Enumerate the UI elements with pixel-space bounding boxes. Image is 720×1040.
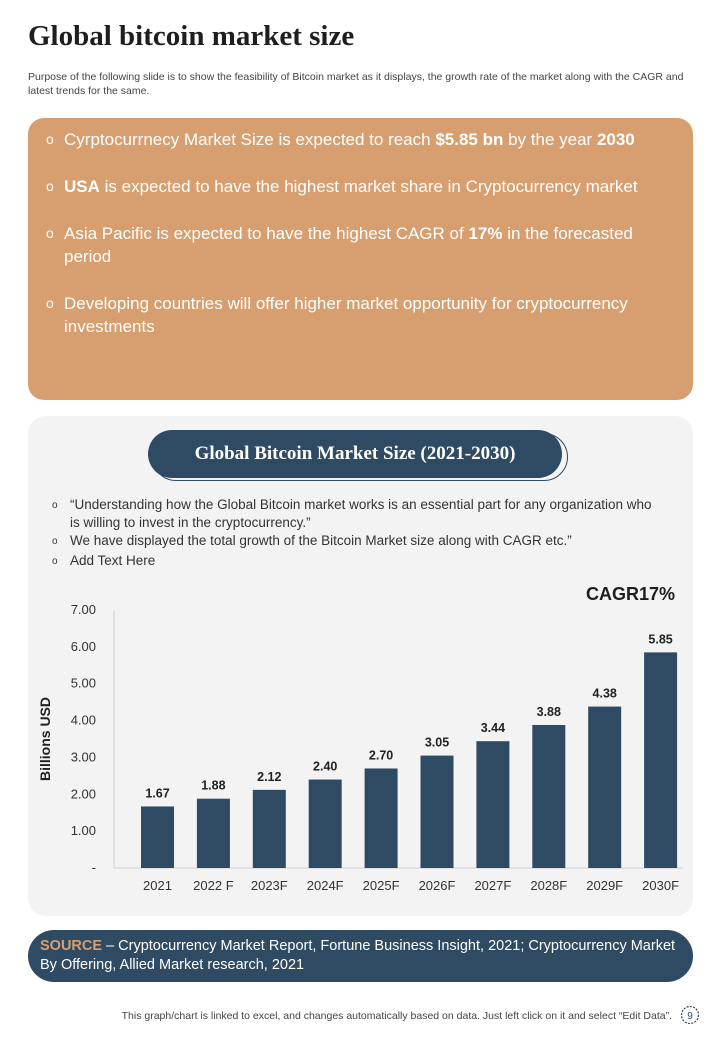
page-number: 9 (687, 1011, 693, 1022)
bar-value-label: 3.88 (537, 705, 561, 719)
x-tick-label: 2024F (307, 878, 344, 893)
bar-value-label: 2.70 (369, 748, 393, 762)
bar (308, 779, 342, 868)
y-tick-label: 6.00 (71, 639, 96, 654)
highlight-item: o Asia Pacific is expected to have the h… (46, 224, 633, 266)
footer-note: This graph/chart is linked to excel, and… (121, 1010, 672, 1022)
note-item: o Add Text Here (52, 552, 652, 572)
y-tick-label: 1.00 (71, 823, 96, 838)
y-tick-label: - (92, 860, 96, 875)
circle-bullet-icon: o (52, 500, 58, 511)
bar (588, 706, 622, 868)
y-tick-label: 5.00 (71, 676, 96, 691)
x-tick-label: 2028F (530, 878, 567, 893)
x-tick-label: 2022 F (193, 878, 234, 893)
y-tick-label: 7.00 (71, 602, 96, 617)
bar (476, 741, 510, 868)
bar-value-label: 5.85 (648, 632, 672, 646)
bar-chart[interactable]: - 1.00 2.00 3.00 4.00 5.00 6.00 7.00 Billions US… (28, 590, 693, 900)
bar (196, 798, 230, 868)
circle-bullet-icon: o (52, 536, 58, 547)
bar (420, 755, 454, 868)
source-banner: SOURCE – Cryptocurrency Market Report, F… (28, 930, 693, 982)
chart-notes: o “Understanding how the Global Bitcoin … (52, 496, 652, 572)
page-number-badge: 9 (680, 1005, 700, 1025)
x-tick-label: 2030F (642, 878, 679, 893)
circle-bullet-icon: o (46, 131, 54, 147)
bar-value-label: 4.38 (593, 687, 617, 701)
circle-bullet-icon: o (52, 556, 58, 567)
y-tick-label: 2.00 (71, 786, 96, 801)
circle-bullet-icon: o (46, 225, 54, 241)
bar (532, 724, 566, 868)
x-tick-label: 2021 (143, 878, 172, 893)
x-tick-label: 2027F (474, 878, 511, 893)
bar-value-label: 2.12 (257, 770, 281, 784)
circle-bullet-icon: o (46, 178, 54, 194)
bar (644, 652, 678, 868)
x-tick-label: 2029F (586, 878, 623, 893)
bar (252, 789, 286, 868)
cagr-label: CAGR17% (586, 584, 676, 604)
x-tick-label: 2023F (251, 878, 288, 893)
circle-bullet-icon: o (46, 295, 54, 311)
bar-value-label: 3.44 (481, 721, 505, 735)
bar-value-label: 3.05 (425, 736, 449, 750)
chart-header: Global Bitcoin Market Size (2021-2030) (148, 430, 562, 478)
bar-value-label: 1.88 (201, 779, 225, 793)
highlights-box: o Cyrptocurrnecy Market Size is expected… (28, 118, 693, 400)
source-text: – Cryptocurrency Market Report, Fortune … (40, 938, 676, 973)
x-tick-label: 2025F (363, 878, 400, 893)
chart-panel (28, 416, 693, 916)
page-subtitle: Purpose of the following slide is to sho… (28, 71, 684, 97)
bar-value-label: 2.40 (313, 760, 337, 774)
y-tick-label: 3.00 (71, 749, 96, 764)
y-axis-label: Billions USD (37, 697, 53, 781)
bar-value-label: 1.67 (145, 786, 169, 800)
page-title: Global bitcoin market size (28, 20, 355, 52)
highlight-item: o USA is expected to have the highest ma… (46, 177, 638, 196)
bar (141, 806, 174, 868)
source-label: SOURCE (40, 938, 103, 954)
x-tick-label: 2026F (419, 878, 456, 893)
note-item: o We have displayed the total growth of … (52, 532, 652, 552)
highlight-item: o Developing countries will offer higher… (46, 294, 628, 336)
note-item: o “Understanding how the Global Bitcoin … (52, 497, 652, 530)
highlight-item: o Cyrptocurrnecy Market Size is expected… (46, 130, 635, 149)
y-tick-label: 4.00 (71, 713, 96, 728)
bar (364, 768, 398, 868)
